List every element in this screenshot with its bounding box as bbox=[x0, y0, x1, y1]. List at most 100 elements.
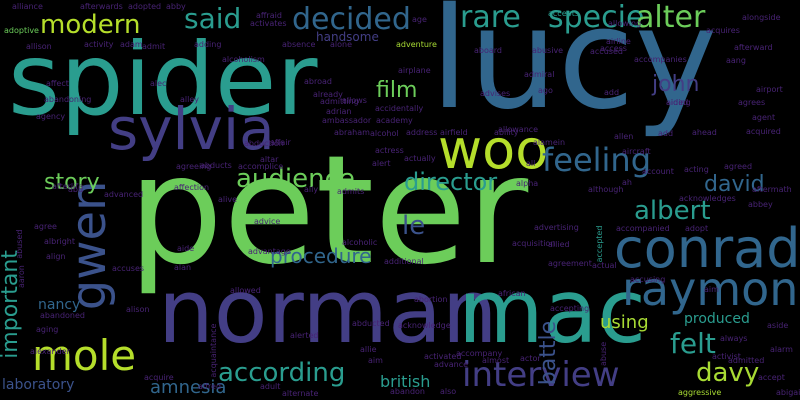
word-all: all bbox=[526, 159, 536, 168]
word-accompanies: accompanies bbox=[634, 55, 687, 64]
word-aiding: aiding bbox=[666, 98, 691, 107]
word-lucy: lucy bbox=[430, 0, 718, 141]
word-accidentally: accidentally bbox=[375, 104, 424, 113]
word-afterlife: afterlife bbox=[52, 182, 84, 191]
word-allison: allison bbox=[26, 42, 52, 51]
word-accepted: accepted bbox=[595, 225, 604, 263]
word-story: story bbox=[44, 170, 100, 195]
word-aim: aim bbox=[704, 285, 719, 294]
word-abandoning: abandoning bbox=[44, 95, 92, 104]
word-align: align bbox=[46, 252, 66, 261]
word-director: director bbox=[404, 168, 498, 196]
word-peter: peter bbox=[128, 124, 529, 298]
word-alcoholic: alcoholic bbox=[342, 238, 378, 247]
word-aaron: aaron bbox=[17, 265, 26, 288]
word-alpha: alpha bbox=[516, 179, 539, 188]
word-alone: alone bbox=[330, 40, 353, 49]
word-add: add bbox=[604, 88, 620, 97]
word-abraham: abraham bbox=[334, 128, 370, 137]
word-abuse: abuse bbox=[599, 341, 608, 366]
word-accepts: accepts bbox=[548, 9, 580, 18]
word-agrees: agrees bbox=[738, 98, 766, 107]
word-additional: additional bbox=[384, 257, 424, 266]
word-modern: modern bbox=[40, 10, 141, 40]
word-aided: aided bbox=[666, 98, 689, 107]
word-alive: alive bbox=[218, 195, 238, 204]
word-aggressive: aggressive bbox=[678, 388, 722, 397]
word-altar: altar bbox=[260, 155, 279, 164]
word-advance: advance bbox=[434, 360, 469, 369]
word-accompany: accompany bbox=[456, 349, 503, 358]
word-alert: alert bbox=[372, 159, 391, 168]
word-alan: alan bbox=[174, 263, 192, 272]
word-alliance: alliance bbox=[12, 2, 43, 11]
word-airplane: airplane bbox=[398, 66, 431, 75]
word-said: said bbox=[184, 2, 242, 35]
word-woo: woo bbox=[438, 118, 549, 181]
word-abducted: abducted bbox=[352, 319, 390, 328]
word-acquired: acquired bbox=[746, 127, 781, 136]
word-accuses: accuses bbox=[112, 264, 145, 273]
word-alley: alley bbox=[180, 95, 200, 104]
word-alexander: alexander bbox=[30, 347, 70, 356]
word-ago: ago bbox=[538, 86, 553, 95]
word-admit: admit bbox=[142, 42, 166, 51]
word-admitted: admitted bbox=[728, 356, 765, 365]
word-aim: aim bbox=[368, 356, 383, 365]
word-admits: admits bbox=[337, 187, 365, 196]
word-interview: interview bbox=[462, 355, 620, 395]
word-laboratory: laboratory bbox=[2, 377, 75, 393]
word-agreeing: agreeing bbox=[176, 162, 212, 171]
word-accusing: accusing bbox=[630, 275, 666, 284]
word-aftermath: aftermath bbox=[752, 185, 792, 194]
word-almost: almost bbox=[482, 356, 510, 365]
word-advises: advises bbox=[480, 89, 511, 98]
word-activity: activity bbox=[84, 40, 114, 49]
word-british: british bbox=[380, 372, 431, 391]
word-adding: adding bbox=[194, 40, 222, 49]
word-sylvia: sylvia bbox=[108, 95, 275, 163]
word-using: using bbox=[600, 312, 649, 333]
word-alamein: alamein bbox=[533, 138, 566, 147]
word-aboard: aboard bbox=[474, 46, 503, 55]
word-advice: advice bbox=[254, 217, 281, 226]
word-adam: adam bbox=[120, 40, 143, 49]
word-activates: activates bbox=[250, 19, 287, 28]
word-alison: alison bbox=[126, 305, 150, 314]
word-handsome: handsome bbox=[316, 30, 379, 44]
word-agree: agree bbox=[34, 222, 57, 231]
word-airport: airport bbox=[756, 85, 783, 94]
word-abduction: abduction bbox=[244, 139, 284, 148]
word-adopted: adopted bbox=[128, 2, 162, 11]
word-african: african bbox=[498, 289, 526, 298]
word-admitting: admitting bbox=[320, 97, 359, 106]
word-allied: allied bbox=[548, 240, 570, 249]
word-accepting: accepting bbox=[550, 304, 590, 313]
word-afterward: afterward bbox=[734, 43, 773, 52]
word-acquires: acquires bbox=[706, 26, 740, 35]
word-affection: affection bbox=[174, 183, 210, 192]
word-aircraft: aircraft bbox=[622, 147, 651, 156]
word-absence: absence bbox=[282, 40, 316, 49]
word-alerted: alerted bbox=[290, 331, 319, 340]
word-abusive: abusive bbox=[532, 46, 564, 55]
word-abbey: abbey bbox=[748, 200, 773, 209]
word-adult: adult bbox=[260, 382, 281, 391]
word-activist: activist bbox=[712, 352, 741, 361]
word-aside: aside bbox=[767, 321, 789, 330]
word-abu: abu bbox=[68, 185, 84, 194]
word-actual: actual bbox=[592, 261, 617, 270]
word-advanced: advanced bbox=[104, 190, 144, 199]
word-accept: accept bbox=[758, 373, 785, 382]
word-abroad: abroad bbox=[304, 77, 332, 86]
word-already: already bbox=[313, 90, 343, 99]
word-ah: ah bbox=[622, 178, 632, 187]
word-abigail: abigail bbox=[776, 388, 800, 397]
word-advertising: advertising bbox=[534, 223, 579, 232]
word-alcoholism: alcoholism bbox=[222, 55, 265, 64]
word-raymond: raymond bbox=[622, 262, 800, 316]
word-age: age bbox=[412, 15, 427, 24]
word-allie: allie bbox=[360, 345, 377, 354]
word-mac: mac bbox=[458, 260, 647, 363]
word-audience: audience bbox=[236, 164, 355, 194]
